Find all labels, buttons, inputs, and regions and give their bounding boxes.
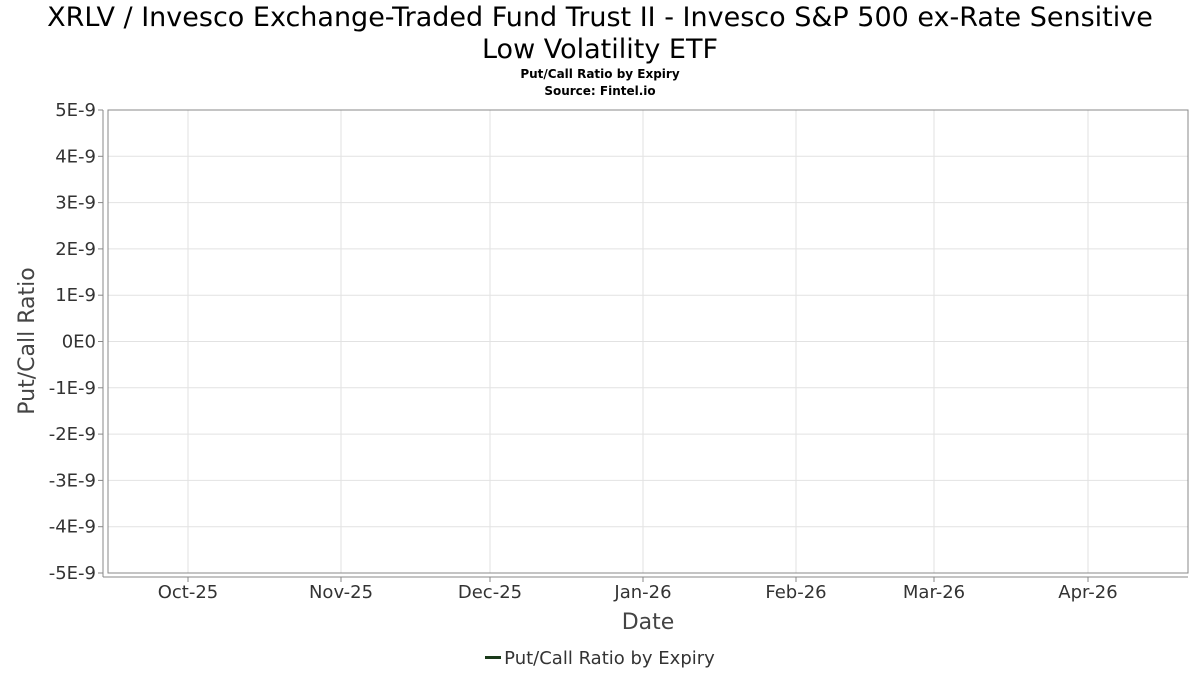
chart-title-line-1: XRLV / Invesco Exchange-Traded Fund Trus… (47, 2, 1153, 33)
x-axis-title: Date (622, 610, 675, 635)
y-tick-label: 0E0 (62, 332, 96, 353)
y-tick-label: -1E-9 (49, 378, 96, 399)
y-tick-label: 1E-9 (55, 285, 96, 306)
legend-label: Put/Call Ratio by Expiry (504, 648, 715, 669)
y-tick-label: 4E-9 (55, 146, 96, 167)
x-tick-label: Oct-25 (158, 582, 219, 603)
chart-source: Source: Fintel.io (544, 84, 656, 98)
x-tick-label: Nov-25 (309, 582, 373, 603)
y-axis-ticks: 5E-9 4E-9 3E-9 2E-9 1E-9 0E0 -1E-9 -2E-9 -3E-9 -4… (49, 100, 103, 584)
y-tick-label: -2E-9 (49, 424, 96, 445)
x-axis-ticks: Oct-25 Nov-25 Dec-25 Jan-26 Feb-26 Mar-26 Apr-… (158, 577, 1118, 603)
chart-area: Oct-25 Nov-25 Dec-25 Jan-26 Feb-26 Mar-26 Apr-… (15, 100, 1189, 635)
x-tick-label: Jan-26 (613, 582, 671, 603)
y-tick-label: 5E-9 (55, 100, 96, 121)
x-tick-label: Feb-26 (765, 582, 826, 603)
chart-title-line-2: Low Volatility ETF (481, 34, 718, 65)
plot-frame (107, 109, 1189, 574)
x-tick-label: Mar-26 (903, 582, 965, 603)
y-tick-label: -4E-9 (49, 517, 96, 538)
chart-subtitle: Put/Call Ratio by Expiry (520, 67, 680, 81)
y-tick-label: -5E-9 (49, 563, 96, 584)
legend: Put/Call Ratio by Expiry (0, 648, 1200, 669)
y-gridlines (108, 109, 1188, 574)
y-tick-label: 3E-9 (55, 193, 96, 214)
chart-title: XRLV / Invesco Exchange-Traded Fund Trus… (0, 2, 1200, 66)
y-axis-title: Put/Call Ratio (15, 267, 40, 414)
x-tick-label: Dec-25 (458, 582, 522, 603)
y-tick-label: 2E-9 (55, 239, 96, 260)
x-tick-label: Apr-26 (1058, 582, 1117, 603)
y-tick-label: -3E-9 (49, 470, 96, 491)
legend-swatch (485, 655, 502, 659)
